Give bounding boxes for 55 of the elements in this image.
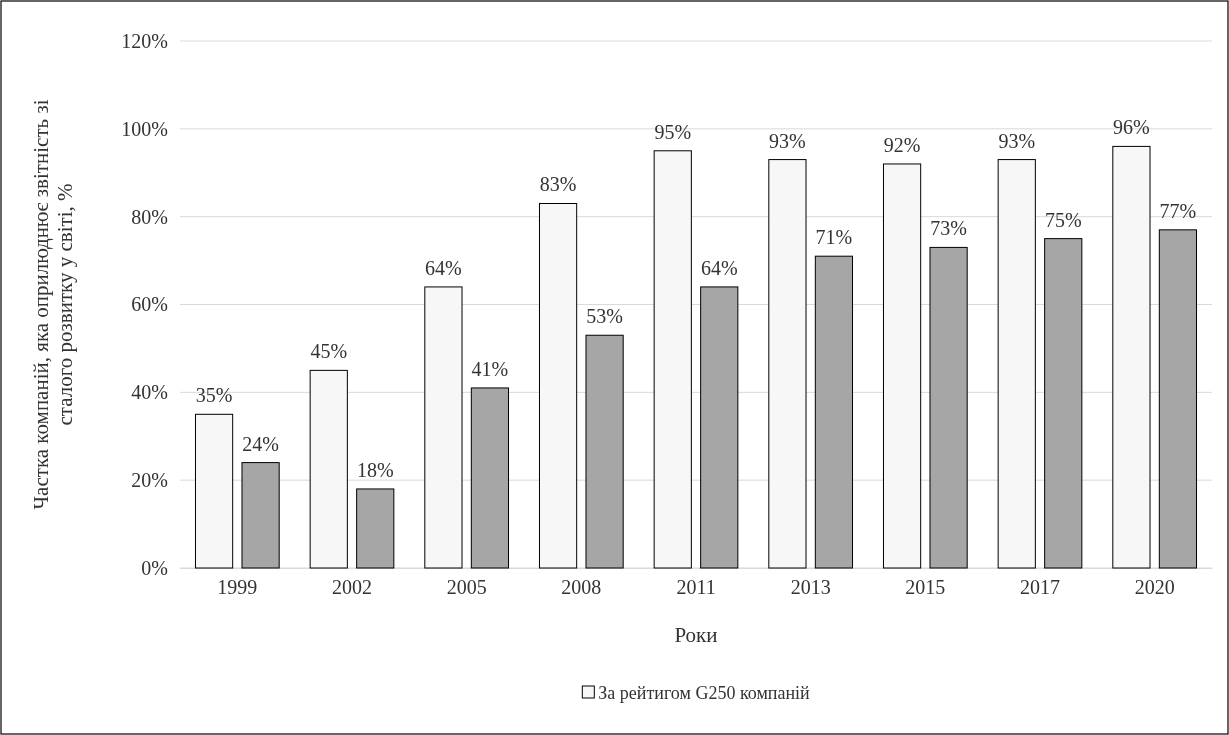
bar [1158,229,1198,569]
bar [997,159,1036,569]
data-label: 95% [654,120,692,143]
data-label: 45% [310,340,348,363]
bar [424,286,463,569]
bar [700,286,739,569]
data-label: 96% [1113,116,1150,139]
data-label: 92% [883,133,921,156]
data-label: 41% [471,357,509,380]
data-label: 18% [356,458,394,481]
bar [538,202,578,569]
data-label: 73% [930,217,967,240]
bar [356,488,395,569]
bar [1112,145,1151,569]
bar [1044,238,1083,569]
y-tick-label: 20% [131,469,168,492]
bar [882,163,922,569]
data-label: 75% [1044,208,1082,231]
data-label: 77% [1159,199,1197,222]
y-tick-label: 60% [131,293,168,316]
x-tick-label: 2011 [676,576,716,599]
x-tick-label: 2005 [446,576,487,599]
x-tick-label: 2013 [790,576,831,599]
data-label: 93% [998,129,1036,152]
x-tick-label: 2008 [561,576,602,599]
bar [194,413,234,569]
legend-label: За рейтигом G250 компаній [598,683,811,704]
bar [814,255,854,569]
data-label: 53% [586,305,623,328]
data-label: 64% [700,256,738,279]
data-label: 35% [195,384,233,407]
x-tick-label: 2002 [332,576,372,599]
data-label: 93% [769,129,806,152]
y-tick-label: 100% [121,117,168,140]
data-label: 71% [815,226,853,249]
bar [653,150,692,569]
x-tick-label: 2020 [1134,576,1175,599]
data-label: 64% [425,256,462,279]
bar [585,334,624,569]
data-label: 24% [242,432,279,455]
y-tick-label: 120% [121,29,168,52]
y-tick-label: 0% [141,556,168,579]
bar [768,159,807,569]
y-axis-title: Частка компаній, яка оприлюднює звітність зі сталого розвитку у світі, % [29,99,77,510]
x-tick-label: 2015 [905,576,946,599]
bar [929,246,968,569]
x-tick-label: 2017 [1020,576,1060,599]
y-tick-label: 40% [131,381,168,404]
bar [241,462,280,569]
data-label: 83% [539,173,577,196]
x-tick-label: 1999 [217,576,258,599]
y-tick-label: 80% [131,205,168,228]
x-axis-title: Роки [674,623,718,647]
bar [470,387,510,569]
bar [309,369,348,569]
